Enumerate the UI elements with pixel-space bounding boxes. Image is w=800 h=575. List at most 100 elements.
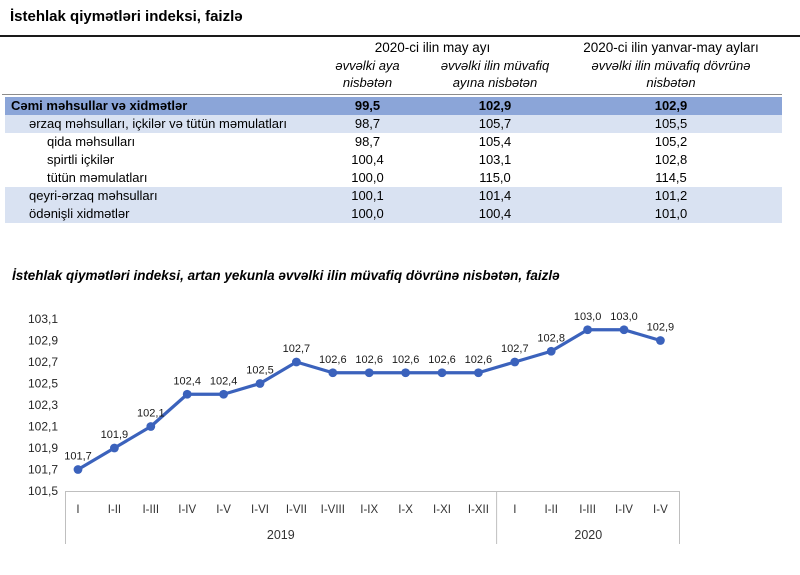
data-point xyxy=(619,325,629,335)
data-point-label: 102,9 xyxy=(647,322,675,334)
data-point-label: 101,9 xyxy=(101,429,129,441)
x-axis-tick-label: I-IV xyxy=(178,504,196,516)
row-label: qeyri-ərzaq məhsulları xyxy=(29,187,158,203)
data-point xyxy=(364,368,374,378)
row-value: 101,0 xyxy=(654,205,688,221)
row-value: 100,1 xyxy=(351,187,384,203)
data-point-label: 102,4 xyxy=(210,375,238,387)
data-point-label: 102,6 xyxy=(428,354,456,366)
row-value: 100,0 xyxy=(351,169,384,185)
data-point xyxy=(474,368,483,378)
x-axis-tick-label: I-IX xyxy=(360,504,378,516)
column-group-row: 2020-ci ilin may ayı 2020-ci ilin yanvar… xyxy=(5,38,782,55)
x-axis-tick-label: I xyxy=(76,504,79,516)
data-point-label: 102,8 xyxy=(537,332,565,344)
data-point xyxy=(583,325,592,335)
data-point xyxy=(437,368,447,378)
table-row: Cəmi məhsullar və xidmətlər 99,5 102,9 102,… xyxy=(5,96,782,115)
y-axis-tick-label: 101,5 xyxy=(28,484,58,498)
x-axis-tick-label: I-IV xyxy=(615,504,633,516)
x-axis-tick-label: I-VII xyxy=(286,504,307,516)
data-point xyxy=(546,346,556,356)
row-label: Cəmi məhsullar və xidmətlər xyxy=(11,97,188,113)
x-axis-tick-label: I-XI xyxy=(433,504,451,516)
data-point xyxy=(255,379,265,388)
year-group-label: 2019 xyxy=(267,528,295,542)
y-axis-tick-label: 102,7 xyxy=(28,355,58,369)
x-axis-tick-label: I-X xyxy=(398,504,413,516)
row-value: 98,7 xyxy=(354,115,381,131)
empty-header-cell xyxy=(5,55,305,97)
row-value: 101,4 xyxy=(478,187,512,203)
page-title: İstehlak qiymətləri indeksi, faizlə xyxy=(10,8,243,25)
data-point xyxy=(328,368,338,378)
data-point xyxy=(292,357,301,367)
data-point xyxy=(73,465,83,474)
row-value: 100,4 xyxy=(478,205,512,221)
row-value: 114,5 xyxy=(655,169,687,185)
x-axis-tick-label: I xyxy=(513,504,516,516)
data-point xyxy=(219,389,229,399)
data-point-label: 102,6 xyxy=(465,354,493,366)
data-point xyxy=(110,443,119,453)
row-value: 105,2 xyxy=(654,133,688,149)
column-header-label: əvvəlki ilin müvafiq ayına nisbətən xyxy=(440,58,550,90)
data-point-label: 102,4 xyxy=(173,375,201,387)
row-value: 102,9 xyxy=(654,97,688,113)
table-row: ödənişli xidmətlər 100,0 100,4 101,0 xyxy=(5,204,782,223)
y-axis-tick-label: 101,7 xyxy=(28,463,58,477)
row-value: 105,7 xyxy=(478,115,512,131)
data-point-label: 103,0 xyxy=(574,311,602,323)
column-group-jan-may: 2020-ci ilin yanvar-may ayları xyxy=(583,40,759,55)
data-point-label: 102,6 xyxy=(355,354,383,366)
cpi-line-chart: 103,1 102,9 102,7 102,5 102,3 102,1 101,9 101,7… xyxy=(28,311,680,544)
row-label: tütün məmulatları xyxy=(47,169,148,185)
row-label: ödənişli xidmətlər xyxy=(29,205,130,221)
x-axis-tick-label: I-VI xyxy=(251,504,269,516)
x-axis-tick-label: I-III xyxy=(579,504,596,516)
row-value: 102,8 xyxy=(654,151,688,167)
y-axis-tick-label: 102,1 xyxy=(28,420,58,434)
row-label: qida məhsulları xyxy=(47,133,136,149)
column-header-vs-same-period: əvvəlki ilin müvafiq dövrünə nisbətən xyxy=(560,55,782,97)
table-top-border xyxy=(2,94,782,95)
row-value: 100,4 xyxy=(351,151,384,167)
table-row: spirtli içkilər 100,4 103,1 102,8 xyxy=(5,150,782,169)
row-value: 115,0 xyxy=(479,169,511,185)
row-label: spirtli içkilər xyxy=(47,151,115,167)
data-point-label: 101,7 xyxy=(64,451,92,463)
title-divider-line xyxy=(0,35,800,37)
row-value: 101,2 xyxy=(654,187,688,203)
row-value: 103,1 xyxy=(478,151,512,167)
y-axis-tick-label: 101,9 xyxy=(28,441,58,455)
data-point xyxy=(510,357,520,367)
data-point-label: 102,6 xyxy=(319,354,347,366)
data-point-label: 102,1 xyxy=(137,408,165,420)
x-axis-tick-label: I-III xyxy=(142,504,159,516)
x-axis-tick-label: I-VIII xyxy=(321,504,345,516)
row-value: 102,9 xyxy=(478,97,512,113)
column-header-row: əvvəlki aya nisbətən əvvəlki ilin müvafi… xyxy=(5,55,782,97)
row-value: 98,7 xyxy=(354,133,381,149)
data-point xyxy=(146,422,156,431)
chart-title: İstehlak qiymətləri indeksi, artan yekun… xyxy=(12,268,560,283)
x-axis-tick-label: I-II xyxy=(544,504,557,516)
row-value: 105,4 xyxy=(478,133,512,149)
data-point xyxy=(182,389,192,399)
data-point xyxy=(401,368,410,378)
column-group-may: 2020-ci ilin may ayı xyxy=(374,40,491,55)
row-value: 105,5 xyxy=(654,115,688,131)
column-header-vs-prev-month: əvvəlki aya nisbətən xyxy=(305,55,430,97)
data-point-label: 102,7 xyxy=(283,343,311,355)
column-header-vs-same-month: əvvəlki ilin müvafiq ayına nisbətən xyxy=(430,55,560,97)
row-value: 99,5 xyxy=(354,97,381,113)
x-axis-tick-label: I-V xyxy=(653,504,668,516)
column-header-label: əvvəlki aya nisbətən xyxy=(335,58,400,90)
year-group-label: 2020 xyxy=(574,528,602,542)
x-axis-tick-label: I-II xyxy=(108,504,121,516)
column-header-label: əvvəlki ilin müvafiq dövrünə nisbətən xyxy=(591,58,751,90)
data-point-label: 102,6 xyxy=(392,354,420,366)
row-label: ərzaq məhsulları, içkilər və tütün məmul… xyxy=(29,115,287,131)
empty-header-cell xyxy=(5,38,305,55)
y-axis-tick-label: 103,1 xyxy=(28,312,58,326)
